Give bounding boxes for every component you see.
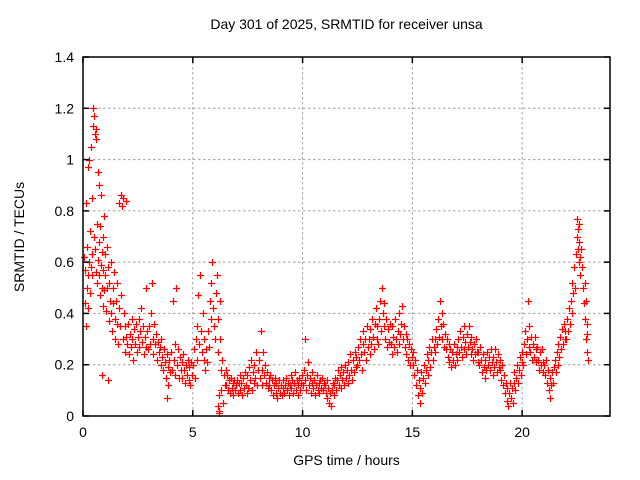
x-tick-label: 15 <box>405 424 421 440</box>
x-tick-label: 20 <box>514 424 530 440</box>
y-tick-label: 0.2 <box>55 357 75 373</box>
chart-title: Day 301 of 2025, SRMTID for receiver uns… <box>210 16 483 32</box>
scatter-points <box>81 105 592 417</box>
tick-labels: 0 5 10 15 20 0 0.2 0.4 0.6 0.8 1 1.2 1.4 <box>55 49 531 440</box>
y-tick-label: 0.6 <box>55 254 75 270</box>
x-tick-label: 5 <box>189 424 197 440</box>
plot-border <box>82 56 611 417</box>
y-tick-label: 1.2 <box>55 100 75 116</box>
y-tick-label: 1.4 <box>55 49 75 65</box>
y-tick-label: 0.4 <box>55 305 75 321</box>
x-tick-label: 10 <box>295 424 311 440</box>
axis-ticks <box>82 56 610 417</box>
y-tick-label: 0 <box>66 408 74 424</box>
y-tick-label: 0.8 <box>55 203 75 219</box>
x-tick-label: 0 <box>79 424 87 440</box>
x-axis-label: GPS time / hours <box>293 452 400 468</box>
y-tick-label: 1 <box>66 152 74 168</box>
